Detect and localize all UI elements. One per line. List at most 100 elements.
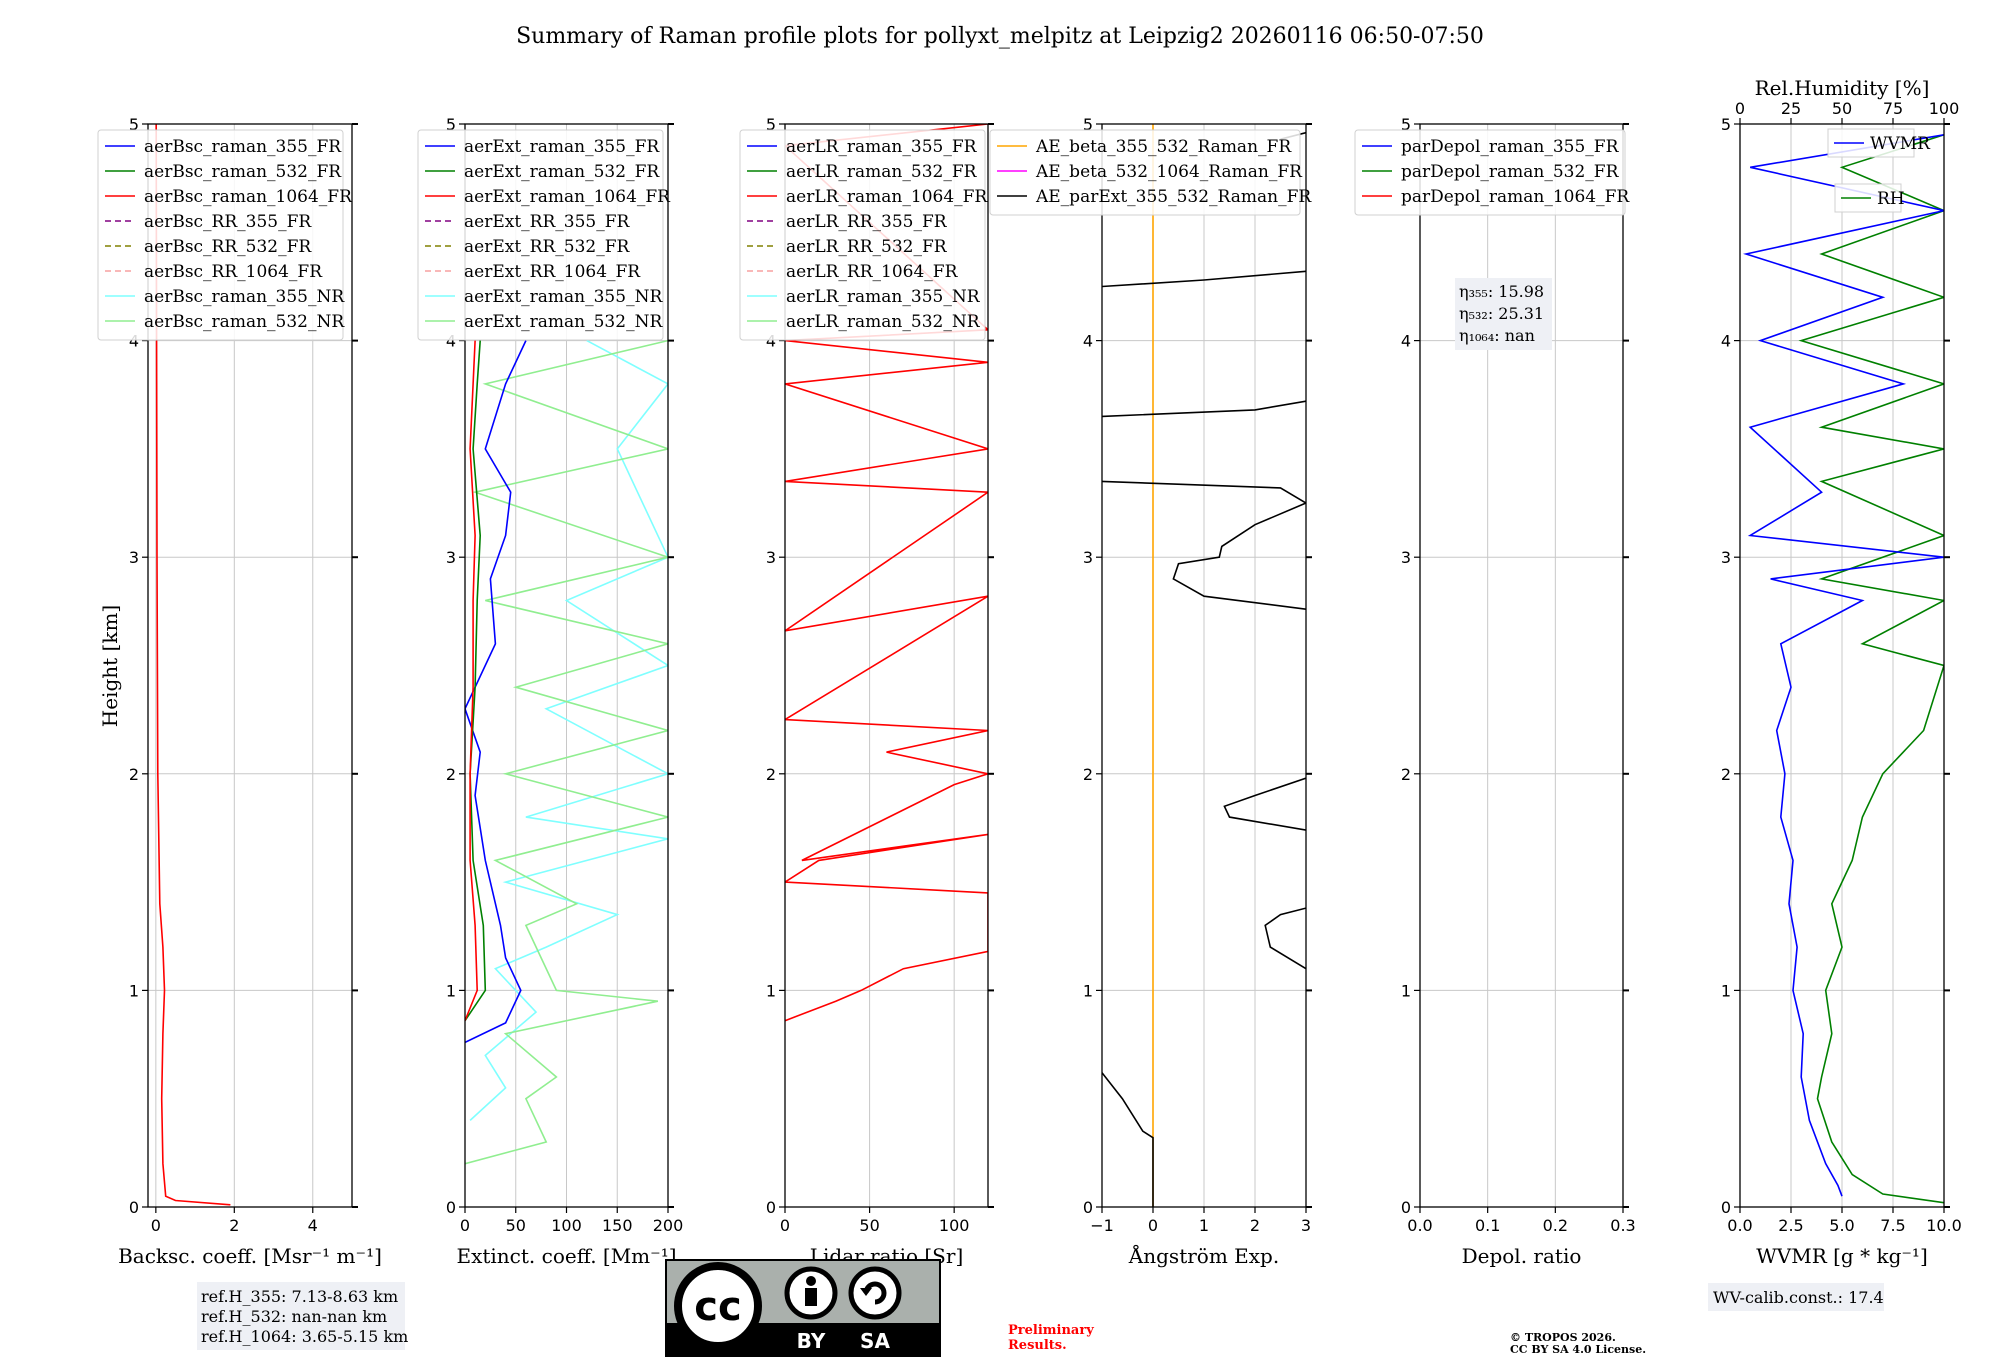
legend-label-aerBsc_raman_355_FR: aerBsc_raman_355_FR [144,137,342,157]
x-tick-label-wv-4: 10.0 [1926,1216,1962,1235]
eta-line-2: η₁₀₆₄: nan [1459,326,1535,345]
x-tick-label-ext-3: 150 [602,1216,633,1235]
y-tick-label-ae-1: 1 [1083,981,1093,1000]
y-tick-label-depol-2: 2 [1401,765,1411,784]
y-tick-label-ext-4: 4 [446,332,456,351]
y-tick-label-ae-0: 0 [1083,1198,1093,1217]
x-tick-label-ext-4: 200 [653,1216,684,1235]
x-tick-label-wv-1: 2.5 [1778,1216,1803,1235]
legend-label-aerExt_raman_532_FR: aerExt_raman_532_FR [464,162,660,182]
series-line-aerBsc_raman_1064_FR [155,124,231,1206]
legend-box-ext [417,129,664,341]
legend-box-ae [989,129,1301,216]
y-tick-label-lr-0: 0 [766,1198,776,1217]
legend-label-aerExt_RR_532_FR: aerExt_RR_532_FR [464,237,630,257]
x-tick-label-ae-1: 0 [1148,1216,1158,1235]
x-tick-label-ext-2: 100 [551,1216,582,1235]
x-tick-label-lr-2: 100 [939,1216,970,1235]
results-label: Results. [1008,1338,1067,1353]
ref-height-1064: ref.H_1064: 3.65-5.15 km [201,1327,408,1346]
x-tick-label-depol-1: 0.1 [1475,1216,1500,1235]
x-tick-label-ae-2: 1 [1199,1216,1209,1235]
series-line-AE_parExt_355_532_Raman_FR [1102,1072,1154,1207]
legend-label-WVMR: WVMR [1870,134,1931,154]
series-line-aerExt_raman_532_NR [465,339,668,1165]
y-tick-label-ae-3: 3 [1083,548,1093,567]
y-tick-label-depol-4: 4 [1401,332,1411,351]
y-tick-label-ext-3: 3 [446,548,456,567]
legend-label-aerExt_RR_1064_FR: aerExt_RR_1064_FR [464,262,641,282]
sa-share-icon [848,1266,902,1320]
legend-label-aerBsc_RR_355_FR: aerBsc_RR_355_FR [144,212,312,232]
y-tick-label-depol-0: 0 [1401,1198,1411,1217]
chart-title: Summary of Raman profile plots for polly… [516,24,1484,49]
y-tick-label-lr-2: 2 [766,765,776,784]
legend-label-RH: RH [1877,189,1905,209]
y-tick-label-ae-2: 2 [1083,765,1093,784]
preliminary-label: Preliminary [1008,1323,1094,1338]
x-axis-label-ext: Extinct. coeff. [Mm⁻¹] [456,1244,676,1268]
series-group-lr [785,124,988,1022]
y-tick-label-wv-3: 3 [1721,548,1731,567]
y-tick-label-wv-4: 4 [1721,332,1731,351]
top-tick-label-1: 25 [1781,99,1801,118]
x-axis-label-depol: Depol. ratio [1462,1244,1582,1268]
y-tick-label-bsc-2: 2 [129,765,139,784]
y-tick-label-depol-1: 1 [1401,981,1411,1000]
y-tick-label-ext-2: 2 [446,765,456,784]
legend-label-aerBsc_raman_532_FR: aerBsc_raman_532_FR [144,162,342,182]
top-tick-label-0: 0 [1735,99,1745,118]
y-tick-label-bsc-5: 5 [129,115,139,134]
legend-label-aerLR_raman_355_FR: aerLR_raman_355_FR [786,137,978,157]
y-tick-label-wv-2: 2 [1721,765,1731,784]
series-line-AE_parExt_355_532_Raman_FR_d [1102,480,1306,610]
legend-label-aerBsc_RR_1064_FR: aerBsc_RR_1064_FR [144,262,323,282]
x-tick-label-wv-3: 7.5 [1880,1216,1905,1235]
x-tick-label-ae-0: −1 [1090,1216,1114,1235]
legend-box-lr [739,129,986,341]
ref-height-355: ref.H_355: 7.13-8.63 km [201,1287,398,1306]
ref-height-532: ref.H_532: nan-nan km [201,1307,387,1326]
y-tick-label-lr-5: 5 [766,115,776,134]
axes-frame-lr [784,123,989,1208]
legend-label-parDepol_raman_1064_FR: parDepol_raman_1064_FR [1401,187,1630,207]
series-line-AE_parExt_355_532_Raman_FR_e [1102,400,1306,418]
x-tick-label-bsc-2: 4 [308,1216,318,1235]
y-tick-label-ext-0: 0 [446,1198,456,1217]
legend-label-AE_parExt_355_532_Raman_FR: AE_parExt_355_532_Raman_FR [1035,187,1312,207]
eta-line-1: η₅₃₂: 25.31 [1459,304,1544,323]
legend-label-aerLR_raman_532_NR: aerLR_raman_532_NR [786,312,981,332]
y-tick-label-ae-4: 4 [1083,332,1093,351]
x-tick-label-lr-1: 50 [859,1216,879,1235]
legend-label-aerExt_raman_1064_FR: aerExt_raman_1064_FR [464,187,671,207]
y-tick-label-wv-1: 1 [1721,981,1731,1000]
series-group-bsc [155,124,231,1206]
legend-label-aerExt_RR_355_FR: aerExt_RR_355_FR [464,212,630,232]
eta-box [1455,278,1552,350]
series-line-WVMR [1743,134,1944,1197]
legend-label-AE_beta_355_532_Raman_FR: AE_beta_355_532_Raman_FR [1035,137,1292,157]
panel-depol: 0.0 0.1 0.2 0.3 0 1 2 3 4 5 Depol. ratio parDepol_r… [1354,115,1636,1268]
y-tick-label-depol-3: 3 [1401,548,1411,567]
legend-label-aerLR_raman_355_NR: aerLR_raman_355_NR [786,287,981,307]
x-tick-label-lr-0: 0 [780,1216,790,1235]
top-tick-label-3: 75 [1883,99,1903,118]
y-tick-label-lr-4: 4 [766,332,776,351]
x-tick-label-depol-0: 0.0 [1407,1216,1432,1235]
legend-box-bsc [97,129,344,341]
y-axis-label: Height [km] [98,605,122,727]
top-axis-label: Rel.Humidity [%] [1755,76,1930,100]
y-tick-label-lr-1: 1 [766,981,776,1000]
eta-line-0: η₃₅₅: 15.98 [1459,282,1544,301]
cc-by-sa-logo: cc BY SA [665,1259,941,1357]
series-line-AE_parExt_355_532_Raman_FR_b [1264,907,1306,970]
x-tick-label-bsc-0: 0 [151,1216,161,1235]
x-tick-label-bsc-1: 2 [229,1216,239,1235]
x-axis-label-wv: WVMR [g * kg⁻¹] [1756,1244,1928,1268]
legend-box-depol [1354,129,1626,216]
panel-bsc: 0 2 4 0 1 2 3 4 5 Backsc. coeff. [Msr⁻¹ m⁻¹] aerBs… [97,115,382,1268]
x-tick-label-ae-3: 2 [1250,1216,1260,1235]
